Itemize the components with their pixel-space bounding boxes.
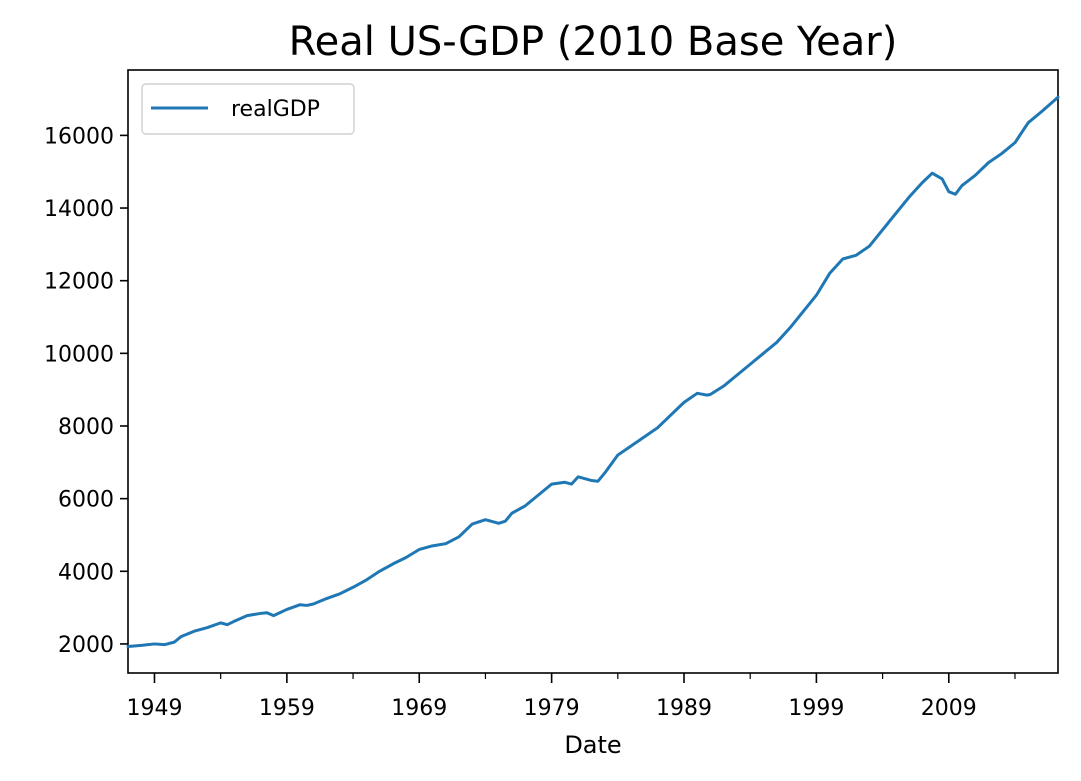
- x-tick-label: 1999: [788, 696, 844, 721]
- x-tick-label: 1989: [656, 696, 712, 721]
- series-line: [126, 95, 1060, 648]
- legend-box: [141, 83, 355, 135]
- legend: realGDP: [141, 83, 355, 135]
- x-tick-label: 1949: [126, 696, 182, 721]
- legend-label: realGDP: [231, 97, 320, 122]
- x-axis-label: Date: [564, 731, 621, 759]
- plot-frame: [127, 69, 1059, 674]
- y-tick-label: 14000: [44, 197, 114, 222]
- y-tick-label: 8000: [58, 415, 114, 440]
- x-tick-label: 1959: [259, 696, 315, 721]
- y-tick-label: 16000: [44, 124, 114, 149]
- x-tick-label: 1969: [391, 696, 447, 721]
- chart-title: Real US-GDP (2010 Base Year): [289, 19, 898, 65]
- x-tick-label: 1979: [524, 696, 580, 721]
- y-tick-label: 12000: [44, 270, 114, 295]
- y-tick-label: 10000: [44, 342, 114, 367]
- y-tick-label: 6000: [58, 488, 114, 513]
- x-tick-label: 2009: [921, 696, 977, 721]
- y-tick-label: 4000: [58, 560, 114, 585]
- y-tick-label: 2000: [58, 633, 114, 658]
